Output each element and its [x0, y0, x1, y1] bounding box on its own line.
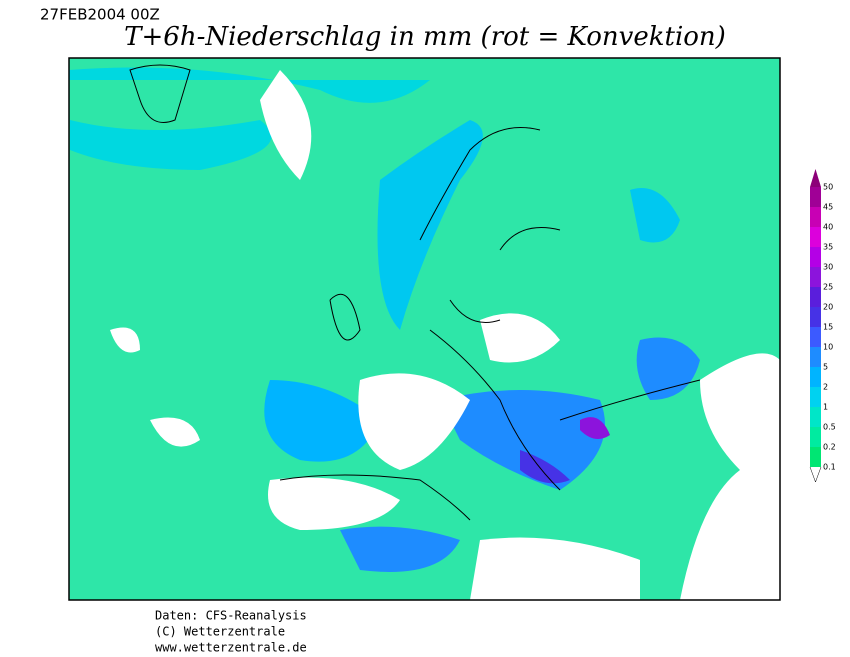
footer-url: www.wetterzentrale.de	[155, 641, 307, 655]
colorbar-swatch	[810, 407, 821, 427]
colorbar-swatch	[810, 187, 821, 207]
date: 27FEB2004 00Z	[40, 6, 160, 24]
colorbar-label: 2	[823, 383, 828, 392]
colorbar-swatch	[810, 227, 821, 247]
map	[68, 57, 781, 601]
colorbar-label: 20	[823, 303, 833, 312]
colorbar-label: 45	[823, 203, 833, 212]
colorbar-label: 30	[823, 263, 833, 272]
colorbar-label: 0.2	[823, 443, 836, 452]
colorbar-swatch	[810, 287, 821, 307]
title: T+6h-Niederschlag in mm (rot = Konvektio…	[124, 22, 726, 52]
colorbar-label: 1	[823, 403, 828, 412]
colorbar-label: 5	[823, 363, 828, 372]
colorbar-label: 0.5	[823, 423, 836, 432]
colorbar-tail	[809, 466, 822, 483]
colorbar-swatch	[810, 327, 821, 347]
colorbar-label: 10	[823, 343, 833, 352]
footer-copyright: (C) Wetterzentrale	[155, 625, 285, 639]
colorbar-swatch	[810, 387, 821, 407]
colorbar-swatch	[810, 427, 821, 447]
colorbar-swatch	[810, 347, 821, 367]
colorbar-swatch	[810, 247, 821, 267]
colorbar-label: 0.1	[823, 463, 836, 472]
colorbar-label: 25	[823, 283, 833, 292]
colorbar-label: 50	[823, 183, 833, 192]
colorbar-label: 35	[823, 243, 833, 252]
colorbar-swatch	[810, 367, 821, 387]
colorbar-label: 15	[823, 323, 833, 332]
colorbar-swatch	[810, 267, 821, 287]
colorbar-label: 40	[823, 223, 833, 232]
colorbar-swatch	[810, 307, 821, 327]
colorbar-swatch	[810, 447, 821, 467]
colorbar-swatch	[810, 207, 821, 227]
footer-source: Daten: CFS-Reanalysis	[155, 609, 307, 623]
colorbar-arrow	[810, 169, 821, 187]
